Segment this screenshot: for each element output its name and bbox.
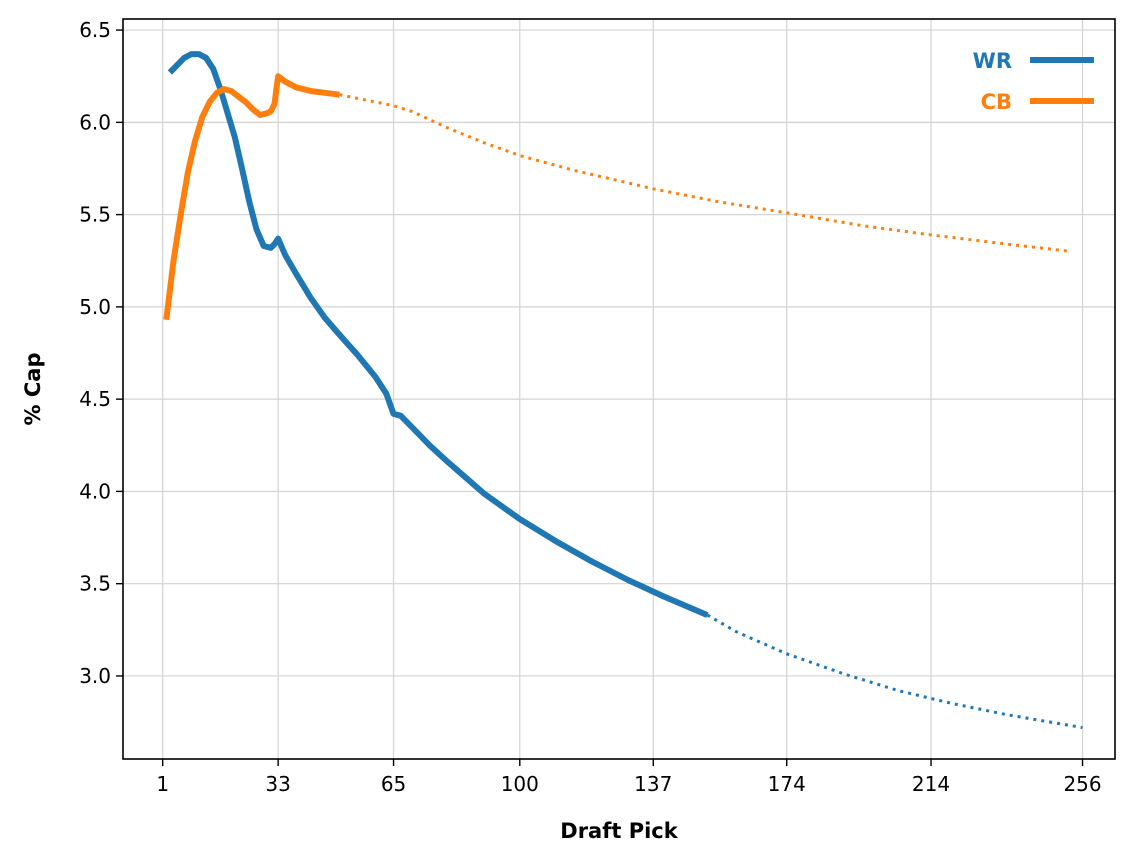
- cb-line: [163, 73, 340, 321]
- wr-projected-line: [706, 613, 1083, 730]
- x-tick-label: 100: [501, 772, 539, 796]
- plot-frame: [122, 18, 1116, 760]
- legend-label-cb: CB: [981, 90, 1012, 114]
- x-tick-label: 33: [265, 772, 290, 796]
- legend-label-wr: WR: [973, 49, 1012, 73]
- y-axis-title: % Cap: [21, 353, 45, 426]
- series-layer: [163, 51, 1083, 730]
- gridlines: [123, 19, 1115, 759]
- y-tick-label: 3.0: [79, 664, 111, 688]
- legend: WR CB: [973, 49, 1094, 114]
- y-tick-label: 3.5: [79, 572, 111, 596]
- y-tick-label: 4.5: [79, 387, 111, 411]
- y-tick-label: 5.0: [79, 295, 111, 319]
- x-tick-label: 256: [1063, 772, 1101, 796]
- y-tick-label: 6.0: [79, 110, 111, 134]
- y-tick-label: 4.0: [79, 479, 111, 503]
- x-tick-label: 214: [912, 772, 950, 796]
- tick-layer: 1 33 65 100 137 174 214 256 3.0 3.5 4.0 4.5 5.0 5.5 6.…: [79, 18, 1101, 796]
- x-axis-title: Draft Pick: [560, 819, 678, 843]
- wr-line: [167, 51, 709, 618]
- x-tick-label: 65: [381, 772, 406, 796]
- x-tick-label: 137: [634, 772, 672, 796]
- y-tick-label: 5.5: [79, 203, 111, 227]
- x-tick-label: 174: [768, 772, 806, 796]
- x-tick-label: 1: [156, 772, 169, 796]
- y-tick-label: 6.5: [79, 18, 111, 42]
